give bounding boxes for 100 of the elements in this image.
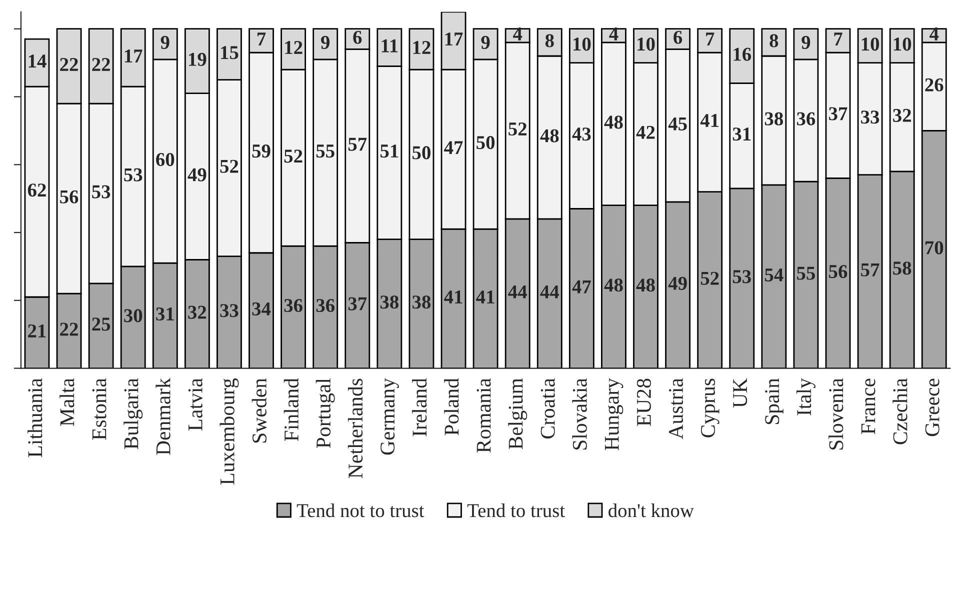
x-tick-label: Slovakia	[572, 378, 587, 450]
data-label: 9	[321, 36, 330, 49]
data-label: 11	[382, 39, 398, 52]
data-label: 4	[609, 28, 618, 40]
data-label: 17	[445, 32, 463, 46]
data-label: 56	[60, 190, 78, 204]
x-tick-label: UK	[733, 378, 748, 408]
data-label: 16	[734, 48, 752, 61]
data-label: 6	[674, 30, 682, 44]
data-label: 55	[797, 266, 815, 280]
x-tick-label: Italy	[796, 378, 816, 416]
data-label: 19	[189, 52, 206, 66]
data-label: 38	[380, 296, 399, 309]
x-tick-label: Croatia	[540, 378, 555, 438]
x-tick-label: Belgium	[508, 378, 528, 450]
data-label: 41	[700, 114, 719, 127]
data-label: 4	[513, 28, 522, 40]
x-tick-label: Spain	[765, 378, 784, 424]
data-label: 10	[862, 38, 880, 51]
data-label: 26	[925, 78, 944, 92]
legend-label: don't know	[608, 504, 694, 518]
data-label: 54	[764, 268, 784, 282]
data-label: 37	[348, 297, 367, 310]
x-tick-label: EU28	[636, 378, 651, 426]
data-label: 33	[861, 110, 880, 124]
data-label: 10	[574, 38, 591, 51]
data-label: 56	[829, 265, 848, 278]
data-label: 32	[188, 306, 206, 319]
x-tick-label: Estonia	[92, 378, 106, 440]
x-tick-label: Lithuania	[28, 378, 42, 458]
data-label: 12	[413, 41, 430, 54]
data-label: 50	[476, 136, 495, 150]
data-label: 53	[124, 168, 142, 182]
data-label: 60	[156, 152, 174, 166]
x-tick-label: Hungary	[605, 378, 624, 450]
data-label: 7	[706, 32, 714, 46]
data-label: 43	[572, 128, 591, 141]
data-label: 53	[732, 270, 751, 284]
x-tick-label: Finland	[284, 378, 299, 442]
data-label: 36	[796, 112, 816, 126]
data-label: 53	[92, 185, 110, 198]
data-label: 57	[861, 263, 880, 276]
data-label: 47	[444, 141, 463, 154]
x-tick-label: Cyprus	[700, 378, 720, 438]
x-tick-label: Slovenia	[828, 378, 844, 450]
data-label: 33	[220, 304, 238, 318]
data-label: 36	[284, 298, 302, 312]
data-label: 7	[834, 32, 842, 46]
data-label: 15	[221, 46, 238, 60]
data-label: 41	[444, 290, 462, 304]
x-tick-label: Netherlands	[348, 378, 363, 478]
data-label: 48	[540, 129, 559, 142]
data-label: 48	[604, 116, 623, 129]
data-label: 52	[220, 160, 238, 173]
data-label: 51	[380, 144, 398, 158]
data-label: 10	[894, 38, 912, 51]
data-label: 30	[124, 309, 142, 322]
data-label: 10	[638, 38, 655, 51]
data-label: 34	[252, 302, 271, 316]
data-label: 52	[700, 272, 719, 285]
data-label: 37	[829, 107, 848, 120]
x-tick-label: Latvia	[188, 378, 202, 431]
data-label: 49	[188, 168, 206, 182]
data-label: 22	[60, 322, 78, 336]
x-tick-label: Sweden	[252, 378, 266, 443]
data-label: 59	[252, 144, 270, 158]
x-tick-label: Bulgaria	[124, 378, 143, 450]
data-label: 22	[60, 58, 78, 71]
data-label: 8	[545, 34, 554, 48]
x-tick-label: Denmark	[156, 378, 170, 455]
data-label: 38	[412, 296, 431, 309]
x-tick-label: Germany	[380, 378, 399, 455]
data-label: 50	[412, 146, 430, 160]
data-label: 14	[28, 54, 46, 68]
data-label: 25	[92, 318, 110, 331]
data-label: 7	[258, 32, 266, 46]
data-label: 32	[893, 108, 911, 122]
x-tick-label: Malta	[60, 378, 74, 426]
data-label: 62	[28, 184, 46, 197]
x-tick-label: Greece	[925, 378, 940, 436]
data-label: 38	[764, 112, 783, 126]
data-label: 58	[893, 262, 912, 275]
data-label: 9	[802, 36, 810, 49]
x-tick-label: Czechia	[892, 378, 908, 444]
data-label: 57	[348, 138, 367, 151]
data-label: 48	[636, 278, 655, 292]
data-label: 55	[316, 144, 334, 158]
legend-label: Tend to trust	[467, 504, 565, 518]
data-label: 36	[316, 298, 335, 312]
data-label: 48	[604, 278, 623, 292]
data-label: 8	[770, 34, 778, 48]
x-tick-label: Romania	[476, 378, 491, 453]
data-label: 52	[284, 150, 302, 163]
data-label: 6	[353, 30, 362, 44]
x-tick-label: Ireland	[412, 378, 427, 436]
data-label: 47	[572, 280, 591, 294]
data-label: 9	[481, 36, 490, 49]
data-label: 44	[508, 285, 527, 298]
x-tick-label: Poland	[444, 378, 459, 436]
legend-label: Tend not to trust	[296, 504, 424, 518]
